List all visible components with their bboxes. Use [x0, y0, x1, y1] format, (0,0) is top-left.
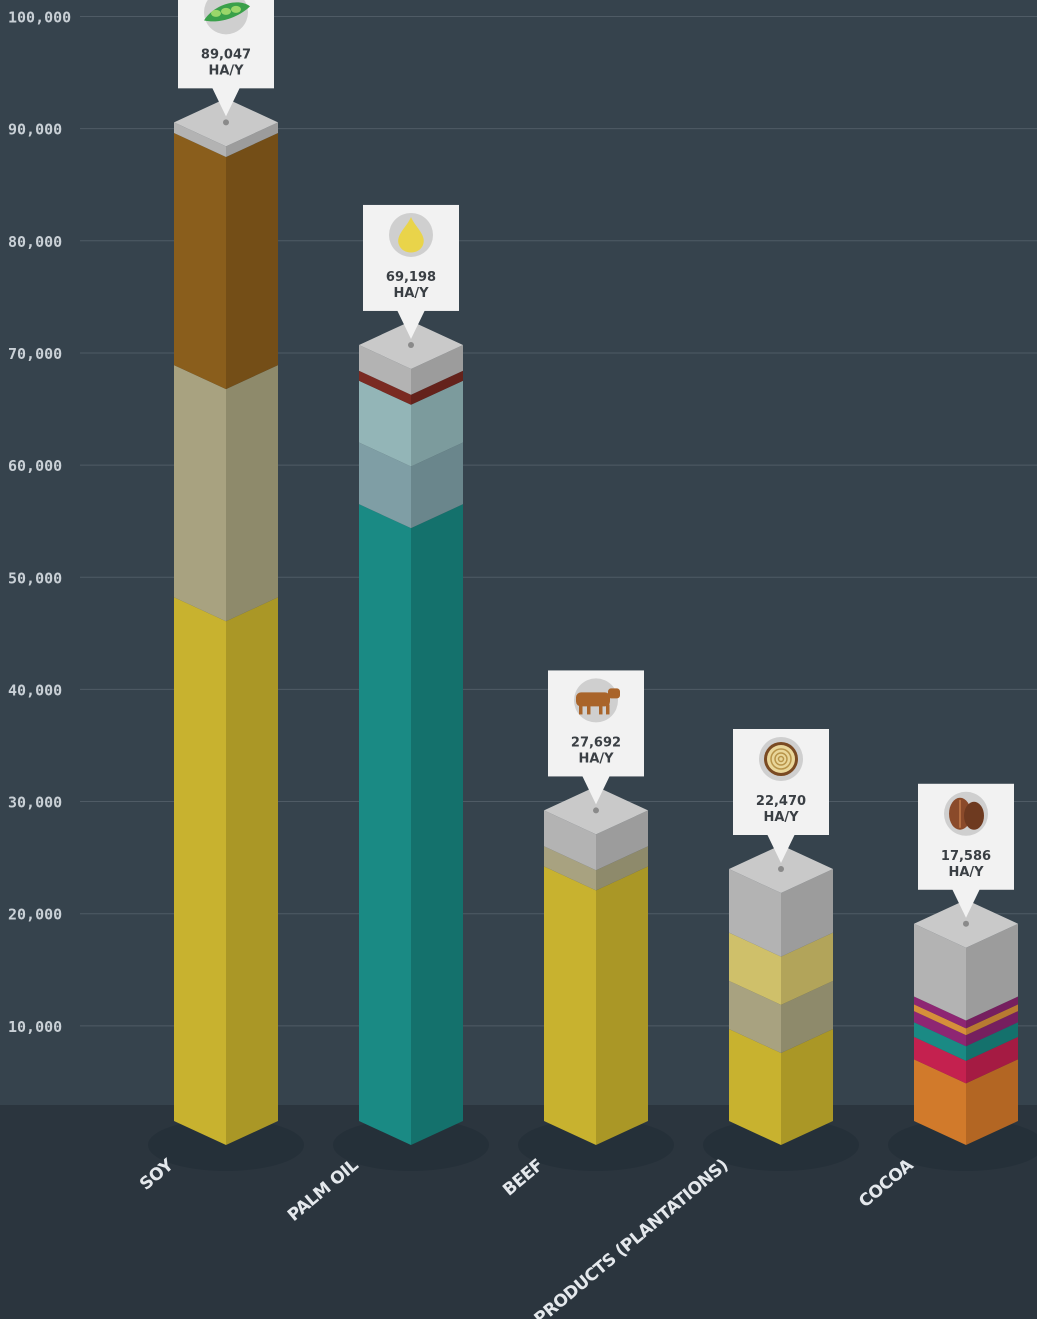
bar-soy [148, 98, 304, 1171]
soybean-pod-icon [204, 0, 250, 35]
y-tick-label: 40,000 [8, 681, 62, 699]
bar-shadow [888, 1119, 1037, 1171]
bar-segment [729, 980, 781, 1054]
callout-dot [963, 920, 969, 927]
bar-segment [966, 923, 1018, 1021]
unit-label: HA/Y [948, 865, 984, 880]
bar-segment [966, 1059, 1018, 1145]
bar-segment [966, 1036, 1018, 1084]
bar-cocoa [888, 899, 1037, 1171]
bar-segment [729, 868, 781, 957]
bar-beef [518, 786, 674, 1171]
y-tick-label: 60,000 [8, 457, 62, 475]
bar-segment [359, 370, 411, 405]
bar-segment [411, 380, 463, 467]
bar-segment [174, 132, 226, 390]
y-tick-label: 30,000 [8, 794, 62, 812]
bar-segment [174, 122, 226, 157]
bar-segment [781, 1029, 833, 1145]
value-label: 89,047 [201, 47, 251, 62]
value-label: 27,692 [571, 735, 621, 750]
bar-segment [966, 1022, 1018, 1061]
bar-segment [729, 1029, 781, 1145]
callout-pointer [212, 87, 240, 117]
bar-segment [359, 504, 411, 1145]
y-tick-label: 20,000 [8, 906, 62, 924]
unit-label: HA/Y [208, 63, 244, 78]
y-tick-label: 10,000 [8, 1018, 62, 1036]
palm-oil-drop-icon [389, 212, 433, 257]
bar-palm-oil [333, 320, 489, 1171]
bar-segment [596, 846, 648, 891]
bar-segment [781, 980, 833, 1054]
value-label: 69,198 [386, 270, 436, 285]
bar-segment [914, 996, 966, 1029]
bar-segment [914, 1022, 966, 1061]
y-tick-label: 50,000 [8, 569, 62, 587]
bar-segment [226, 132, 278, 390]
cow-icon [574, 678, 620, 723]
y-tick-label: 80,000 [8, 233, 62, 251]
bar-segment [174, 597, 226, 1145]
unit-label: HA/Y [393, 286, 429, 301]
value-label: 17,586 [941, 849, 991, 864]
callout-pointer [767, 833, 795, 863]
bar-segment [226, 365, 278, 622]
bar-segment [411, 344, 463, 395]
bar-segment [914, 1011, 966, 1047]
bar-segment [596, 810, 648, 871]
callout-dot [778, 865, 784, 872]
bar-segment [411, 442, 463, 529]
callout-pointer [952, 888, 980, 918]
bar-segment [966, 1011, 1018, 1047]
bar-segment [914, 1004, 966, 1036]
callout-dot [223, 119, 229, 126]
bar-segment [544, 846, 596, 891]
bar-segment [411, 504, 463, 1145]
callout-pointer [397, 309, 425, 339]
bar-segment [359, 380, 411, 467]
bar-segment [966, 996, 1018, 1029]
bar-segment [174, 365, 226, 622]
bar-segment [781, 932, 833, 1005]
bar-segment [411, 370, 463, 405]
bar-segment [914, 1036, 966, 1084]
bar-segment [226, 122, 278, 157]
bar-segment [914, 923, 966, 1021]
unit-label: HA/Y [763, 810, 799, 825]
callout-pointer [582, 775, 610, 805]
bar-segment [966, 1004, 1018, 1036]
bar-segment [544, 810, 596, 871]
bar-segment [544, 866, 596, 1145]
unit-label: HA/Y [578, 751, 614, 766]
y-tick-label: 100,000 [8, 9, 71, 27]
y-tick-label: 90,000 [8, 121, 62, 139]
cocoa-pod-icon [944, 791, 988, 836]
bar-wood-products-plantations [703, 844, 859, 1171]
bar-segment [781, 868, 833, 957]
bar-segment [729, 932, 781, 1005]
plot-area [0, 0, 1037, 1105]
bar-segment [359, 344, 411, 395]
log-rings-icon [759, 736, 803, 781]
bar-segment [226, 597, 278, 1145]
callout-dot [408, 341, 414, 348]
bar-segment [914, 1059, 966, 1145]
bar-segment [596, 866, 648, 1145]
callout-dot [593, 807, 599, 814]
y-tick-label: 70,000 [8, 345, 62, 363]
bar-segment [359, 442, 411, 529]
value-label: 22,470 [756, 794, 806, 809]
